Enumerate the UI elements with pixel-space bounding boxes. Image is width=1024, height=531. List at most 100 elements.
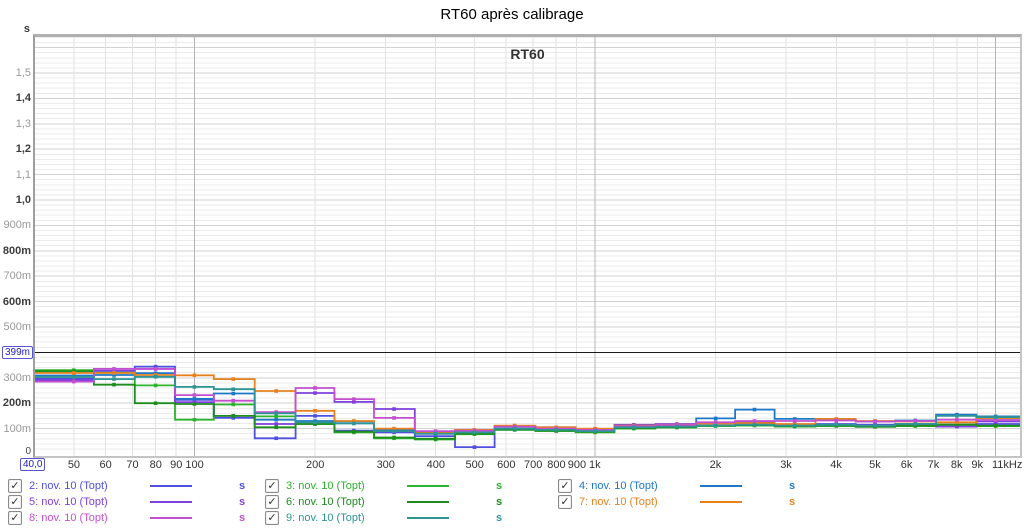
legend-item: ✓ 9: nov. 10 (Topt) s [265,511,515,525]
series-marker [112,367,116,371]
y-tick-label: 1,1 [15,168,31,181]
x-tick-label: 600 [497,459,516,471]
series-marker [834,418,839,423]
legend-checkbox[interactable]: ✓ [8,479,22,493]
x-tick-label: 700 [523,459,543,471]
series-marker [274,417,279,422]
legend-label: 8: nov. 10 (Topt) [29,512,108,524]
series-marker [274,436,279,441]
y-tick-label: 1,3 [15,117,31,130]
series-marker [112,377,116,381]
legend-checkbox[interactable]: ✓ [265,495,279,509]
legend-unit-label: s [239,512,246,524]
series-marker [593,429,597,433]
chart-inner-title: RT60 [510,46,545,62]
y-tick-label: 600m [2,295,31,308]
series-marker [231,398,236,403]
series-marker [352,419,356,423]
series-marker [913,419,918,423]
y-tick-label: 1,2 [15,143,31,156]
y-tick-label: 900m [3,219,31,232]
x-tick-label: 80 [149,459,162,471]
series-marker [72,371,76,375]
legend-label: 6: nov. 10 (Topt) [286,496,365,508]
series-marker [554,428,559,432]
series-marker [873,423,877,428]
series-marker [993,415,998,419]
series-marker [231,402,236,407]
x-tick-label: 9k [971,459,983,471]
legend-item: ✓ 8: nov. 10 (Topt) s [8,511,258,525]
series-marker [192,397,197,401]
legend-item: ✓ 2: nov. 10 (Topt) s [8,479,258,493]
series-marker [231,387,236,392]
series-marker [433,429,438,433]
x-tick-label: 4k [830,459,842,471]
series-line [35,375,1020,435]
series-marker [632,425,636,430]
cursor-y-readout: 399m [2,345,34,359]
legend-checkbox[interactable]: ✓ [558,479,572,493]
series-marker [955,424,959,429]
legend-unit-label: s [239,496,246,508]
series-marker [433,431,438,436]
legend-checkbox[interactable]: ✓ [8,495,22,509]
rt60-plot-area[interactable] [33,34,1022,458]
legend-label: 2: nov. 10 (Topt) [29,480,108,492]
legend-checkbox[interactable]: ✓ [265,479,279,493]
series-marker [72,379,76,384]
legend-item: ✓ 3: nov. 10 (Topt) s [265,479,515,493]
series-marker [192,385,197,389]
legend-unit-label: s [789,480,796,492]
series-marker [713,423,718,428]
series-marker [192,402,197,406]
series-marker [713,420,718,425]
series-marker [313,391,317,395]
legend-swatch-line [150,501,192,503]
legend-swatch-line [407,501,449,503]
x-tick-label: 900 [567,459,587,471]
legend-item: ✓ 6: nov. 10 (Topt) s [265,495,515,509]
series-marker [112,382,116,387]
series-marker [512,424,517,429]
legend-label: 3: nov. 10 (Topt) [286,480,365,492]
legend: ✓ 2: nov. 10 (Topt) s ✓ 3: nov. 10 (Topt) s ✓ 4… [0,479,1024,531]
legend-unit-label: s [789,496,796,508]
series-marker [192,393,197,397]
series-marker [352,400,356,404]
series-marker [153,364,158,369]
y-tick-label: 700m [3,270,31,283]
legend-label: 4: nov. 10 (Topt) [579,480,658,492]
series-marker [955,414,959,418]
series-marker [274,414,279,419]
legend-checkbox[interactable]: ✓ [8,511,22,525]
legend-unit-label: s [496,480,503,492]
x-tick-label: 800 [547,459,566,471]
legend-label: 7: nov. 10 (Topt) [579,496,658,508]
x-tick-label: 400 [426,459,445,471]
x-tick-label: 90 [170,459,183,471]
x-tick-label: 300 [376,459,395,471]
series-marker [352,397,356,401]
legend-item: ✓ 5: nov. 10 (Topt) s [8,495,258,509]
legend-swatch-line [700,485,742,487]
x-tick-label: 2k [709,459,722,471]
x-tick-label: 200 [306,459,325,471]
x-tick-label: 70 [126,459,139,471]
legend-checkbox[interactable]: ✓ [265,511,279,525]
legend-unit-label: s [496,512,503,524]
series-marker [392,429,396,433]
x-tick-label: 1k [589,459,601,471]
legend-item: ✓ 4: nov. 10 (Topt) s [558,479,808,493]
series-marker [433,436,438,441]
series-marker [231,377,236,381]
y-tick-label: 1,0 [15,194,31,206]
series-marker [752,407,757,412]
series-marker [274,422,279,426]
legend-unit-label: s [239,480,246,492]
legend-checkbox[interactable]: ✓ [558,495,572,509]
series-marker [512,426,517,431]
series-marker [112,371,116,375]
series-marker [675,424,679,429]
